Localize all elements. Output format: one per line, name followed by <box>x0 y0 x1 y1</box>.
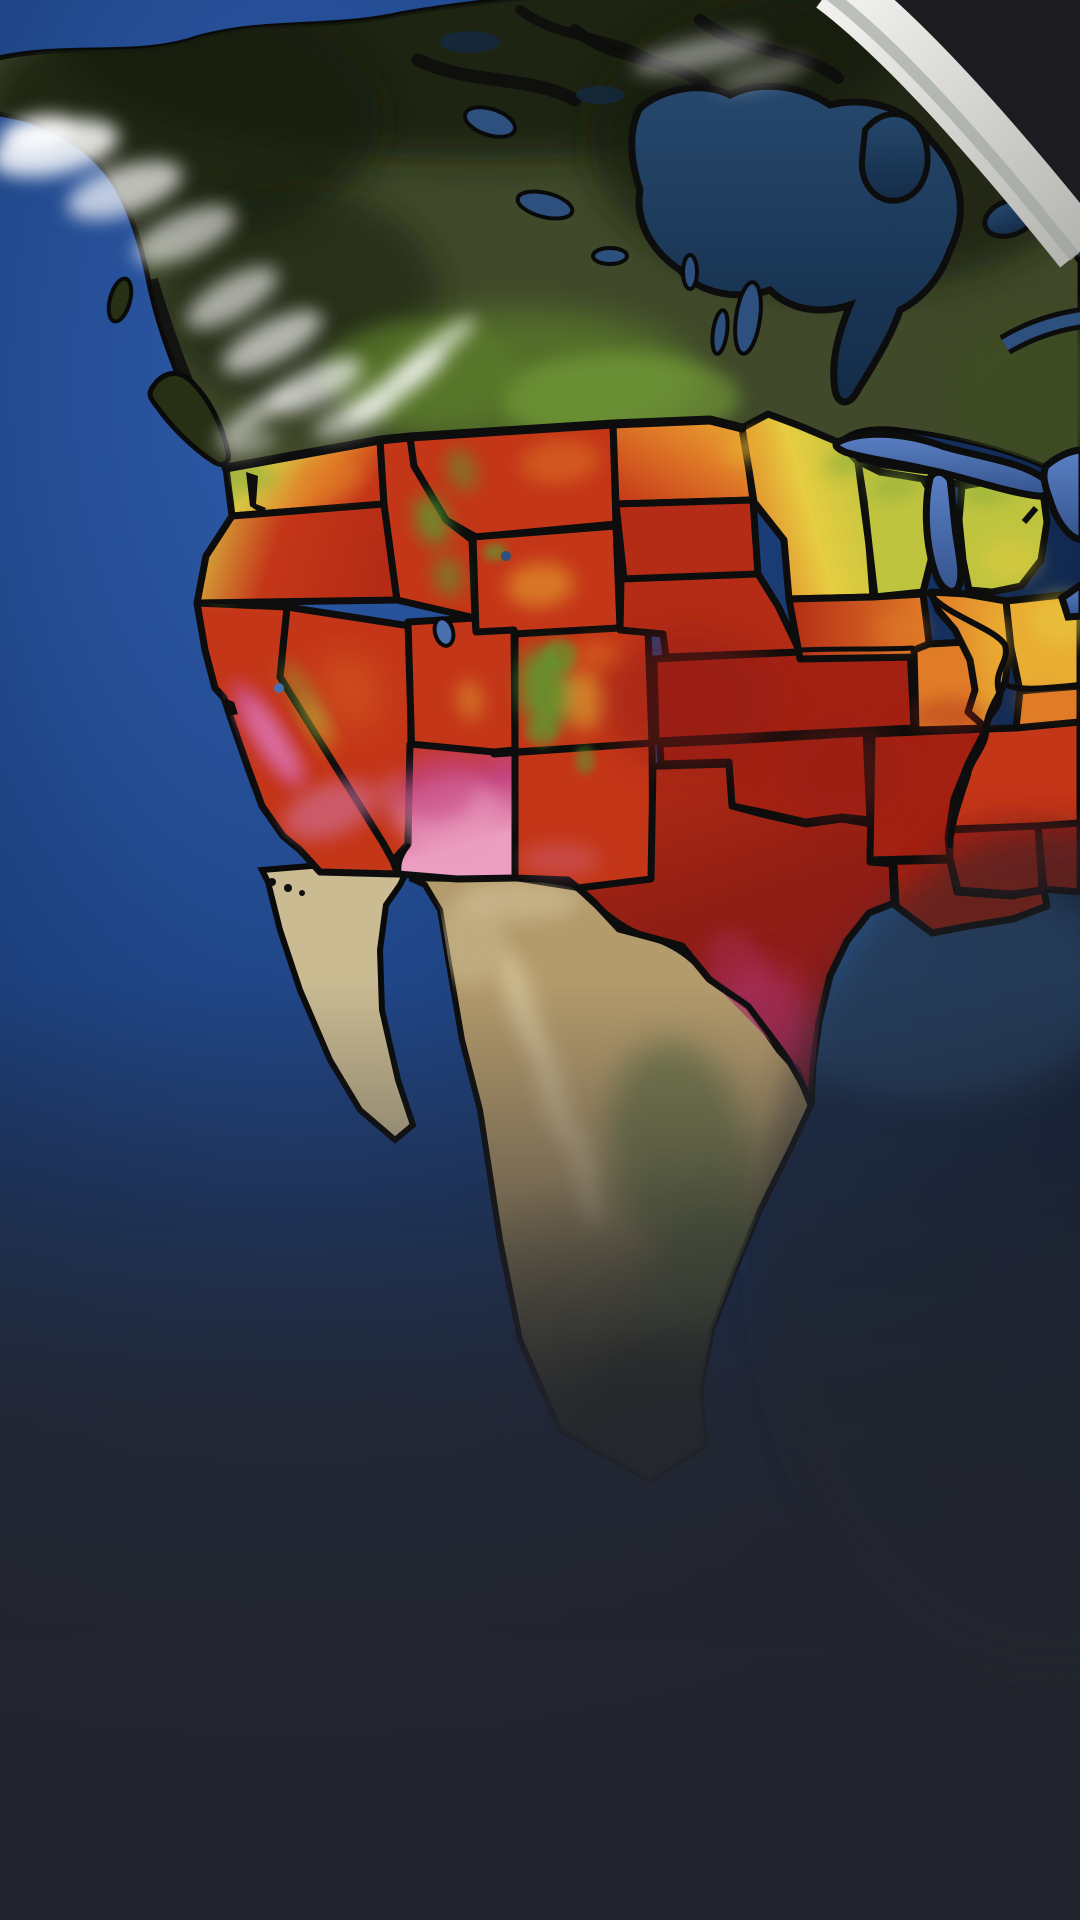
cloud <box>221 310 323 374</box>
cloud <box>267 358 363 414</box>
right-shadow <box>760 830 1080 1670</box>
sonora-tan <box>434 895 506 985</box>
heat-blob <box>910 699 990 731</box>
plains-dark <box>600 630 780 770</box>
reindeer-lake <box>681 253 699 291</box>
state-south-dakota <box>612 496 762 583</box>
us-canada-border <box>221 415 747 473</box>
foxe-basin <box>858 111 931 204</box>
heat-blob <box>296 459 364 497</box>
mountain-green <box>575 746 595 774</box>
arctic-water <box>440 31 500 53</box>
lake-michigan <box>922 468 965 595</box>
lake-superior <box>832 430 1053 500</box>
heat-blob <box>506 562 574 608</box>
great-lakes <box>832 430 1080 621</box>
san-francisco-bay <box>224 698 238 716</box>
coast-range-snow <box>215 383 295 447</box>
ice-band <box>816 0 1080 268</box>
great-bear-lake <box>462 105 518 139</box>
mountain-green <box>415 494 449 546</box>
lake-athabasca <box>591 246 629 266</box>
arctic-water <box>576 86 624 104</box>
lake-erie <box>1057 581 1080 621</box>
great-slave-lake <box>515 189 575 221</box>
lake-winnipegosis <box>710 308 730 356</box>
rockies-green <box>542 639 578 671</box>
central-valley-core <box>244 699 300 781</box>
mountain-green <box>483 543 507 561</box>
heat-blob <box>564 670 606 730</box>
puget-sound <box>246 472 266 514</box>
cloud <box>223 432 277 458</box>
colorado-river <box>396 843 411 877</box>
saginaw-bay <box>1021 506 1039 524</box>
channel-island <box>268 878 276 886</box>
arctic-channel <box>694 14 844 84</box>
ice-band-inner-edge <box>826 0 1080 261</box>
arizona-magenta <box>395 759 475 821</box>
cloud <box>185 266 279 330</box>
state-oregon <box>193 500 401 607</box>
haida-gwaii <box>106 276 134 324</box>
cloud <box>67 160 183 220</box>
coastal-details <box>224 472 305 896</box>
cloud <box>0 114 76 150</box>
channel-island <box>299 890 305 896</box>
plains-dark <box>780 720 900 820</box>
cloud <box>133 204 237 266</box>
arctic-cloud <box>633 33 767 75</box>
yellowstone-lake <box>501 551 511 561</box>
mississippi-river <box>926 590 1009 848</box>
great-salt-lake <box>432 616 456 648</box>
arctic-channel <box>411 53 582 107</box>
heat-blob <box>457 680 483 720</box>
rockies-snow-streak <box>388 317 476 387</box>
north-woods-green <box>869 473 921 499</box>
heat-blob <box>520 844 600 876</box>
us-heatmap-texture <box>201 432 1080 1094</box>
heat-blob <box>1015 688 1075 712</box>
sierra-yellow <box>301 699 335 753</box>
arctic-channel <box>515 5 655 65</box>
ohio-river <box>983 681 1080 730</box>
st-lawrence-river <box>1001 312 1080 351</box>
heat-blob <box>317 651 383 729</box>
canadian-lakes <box>462 105 763 356</box>
mountain-green <box>446 448 478 492</box>
vancouver-island <box>147 371 231 467</box>
missouri-river <box>755 571 915 653</box>
cloud-layer <box>0 33 809 458</box>
rockies-green <box>526 718 558 746</box>
arctic-cloud <box>715 57 809 91</box>
ontario-green <box>945 315 1080 465</box>
space-corner <box>883 0 1080 220</box>
channel-island <box>284 884 292 892</box>
heat-blob <box>724 432 766 464</box>
heat-blob <box>874 614 926 646</box>
lake-tahoe <box>274 683 284 693</box>
small-us-lakes <box>274 551 511 693</box>
heat-blob <box>980 540 1040 580</box>
lake-winnipeg <box>733 280 763 356</box>
heat-blob <box>576 641 624 669</box>
heat-blob <box>520 439 600 485</box>
socal-pink <box>284 780 376 840</box>
arctic-channels <box>411 5 844 107</box>
lake-huron <box>1040 446 1080 544</box>
mountain-green <box>433 556 463 596</box>
